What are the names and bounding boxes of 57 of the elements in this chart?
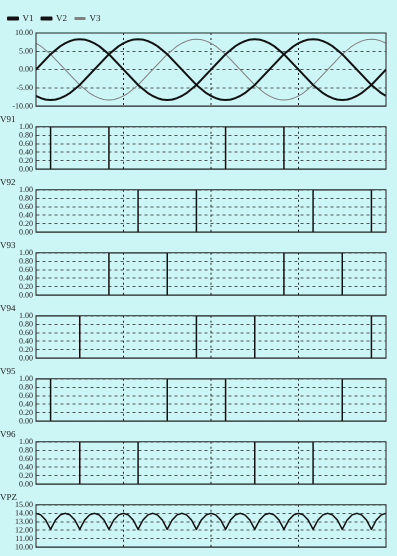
- y-tick-label: 0.00: [19, 353, 33, 362]
- chart-title: V96: [0, 428, 16, 439]
- legend-label: V3: [90, 12, 101, 23]
- y-tick-label: 1.00: [19, 436, 33, 446]
- y-tick-label: 0.80: [19, 193, 33, 202]
- y-tick-label: 0.80: [19, 445, 33, 454]
- y-tick-label: -10.00: [12, 101, 33, 110]
- y-tick-label: 0.80: [19, 130, 33, 140]
- y-tick-label: 0.00: [19, 416, 33, 426]
- y-tick-label: 0.20: [19, 344, 33, 354]
- y-tick-label: 0.00: [19, 227, 33, 236]
- y-tick-label: 0.40: [19, 399, 33, 408]
- y-tick-label: 11.00: [15, 534, 33, 543]
- y-tick-label: 0.00: [19, 290, 33, 300]
- chart-title: V93: [0, 240, 16, 250]
- y-tick-label: 0.60: [19, 328, 33, 337]
- y-tick-label: 0.00: [19, 164, 33, 174]
- y-tick-label: 0.80: [19, 319, 33, 328]
- y-tick-label: 0.60: [19, 138, 33, 148]
- y-tick-label: 0.00: [19, 64, 33, 74]
- y-tick-label: 10.00: [15, 542, 33, 552]
- y-tick-label: 0.20: [19, 470, 33, 480]
- y-tick-label: 0.60: [19, 202, 33, 211]
- y-tick-label: 1.00: [19, 184, 33, 194]
- y-tick-label: 0.40: [19, 210, 33, 220]
- y-tick-label: 13.00: [15, 516, 33, 526]
- y-tick-label: 0.20: [19, 218, 33, 228]
- y-tick-label: 0.80: [19, 382, 33, 392]
- y-tick-label: 0.40: [19, 462, 33, 472]
- legend-label: V2: [56, 12, 67, 23]
- y-tick-label: 1.00: [19, 310, 33, 320]
- y-tick-label: 0.40: [19, 336, 33, 346]
- y-tick-label: 10.00: [15, 28, 33, 38]
- y-tick-label: 5.00: [19, 46, 33, 56]
- y-tick-label: 0.00: [19, 479, 33, 488]
- chart-title: V91: [0, 114, 16, 124]
- y-tick-label: -5.00: [16, 82, 33, 92]
- y-tick-label: 0.60: [19, 454, 33, 463]
- y-tick-label: 0.60: [19, 390, 33, 400]
- y-tick-label: 0.40: [19, 147, 33, 156]
- y-tick-label: 1.00: [19, 122, 33, 131]
- legend-label: V1: [22, 12, 34, 23]
- y-tick-label: 12.00: [15, 525, 33, 534]
- chart-title: V95: [0, 366, 16, 376]
- y-tick-label: 0.20: [19, 408, 33, 417]
- y-tick-label: 14.00: [15, 508, 33, 518]
- y-tick-label: 0.20: [19, 156, 33, 165]
- y-tick-label: 0.80: [19, 256, 33, 266]
- y-tick-label: 15.00: [15, 500, 33, 509]
- y-tick-label: 0.40: [19, 273, 33, 282]
- y-tick-label: 1.00: [19, 248, 33, 257]
- chart-title: V94: [0, 302, 16, 313]
- y-tick-label: 0.20: [19, 282, 33, 291]
- y-tick-label: 0.60: [19, 264, 33, 274]
- chart-title: V92: [0, 176, 16, 187]
- y-tick-label: 1.00: [19, 374, 33, 383]
- chart-title: VPZ: [0, 492, 18, 502]
